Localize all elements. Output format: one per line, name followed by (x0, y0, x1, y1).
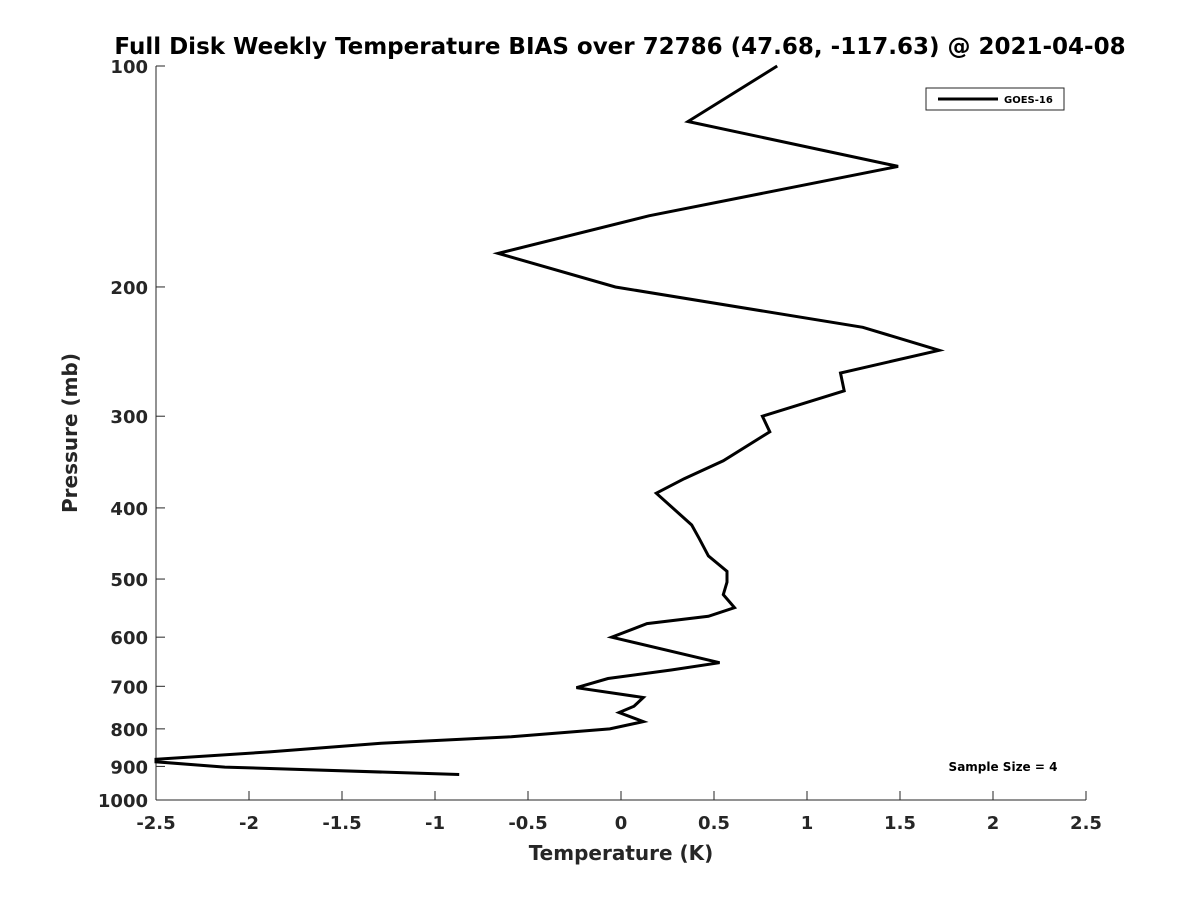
x-tick-label: -1 (425, 813, 445, 834)
x-tick-label: -0.5 (508, 813, 547, 834)
x-axis-label: Temperature (K) (529, 841, 714, 865)
x-tick-label: 2 (987, 813, 1000, 834)
y-tick-label: 100 (110, 57, 148, 78)
x-tick-label: 1 (801, 813, 814, 834)
x-tick-label: -2.5 (136, 813, 175, 834)
y-tick-label: 500 (110, 570, 148, 591)
chart-title: Full Disk Weekly Temperature BIAS over 7… (114, 34, 1125, 60)
y-tick-label: 900 (110, 757, 148, 778)
sample-size-annotation: Sample Size = 4 (949, 760, 1058, 774)
x-tick-label: -1.5 (322, 813, 361, 834)
x-tick-label: 0.5 (698, 813, 730, 834)
y-axis-label: Pressure (mb) (58, 353, 82, 513)
series-layer (154, 64, 945, 776)
legend: GOES-16 (925, 87, 1065, 111)
x-tick-label: -2 (239, 813, 259, 834)
x-tick-label: 2.5 (1070, 813, 1102, 834)
x-tick-label: 0 (615, 813, 628, 834)
y-tick-label: 300 (110, 407, 148, 428)
y-tick-label: 800 (110, 720, 148, 741)
legend-entry-goes-16: GOES-16 (1004, 95, 1053, 106)
y-tick-label: 700 (110, 677, 148, 698)
y-tick-label: 600 (110, 628, 148, 649)
series-line-goes-16 (154, 64, 945, 776)
y-tick-label: 400 (110, 499, 148, 520)
y-tick-label: 1000 (98, 791, 148, 812)
y-ticks: 100 200 300 400 500 600 700 800 900 1000 (98, 57, 165, 812)
y-tick-label: 200 (110, 278, 148, 299)
x-ticks: -2.5 -2 -1.5 -1 -0.5 0 0.5 1 1.5 2 2.5 (136, 791, 1102, 834)
x-tick-label: 1.5 (884, 813, 916, 834)
